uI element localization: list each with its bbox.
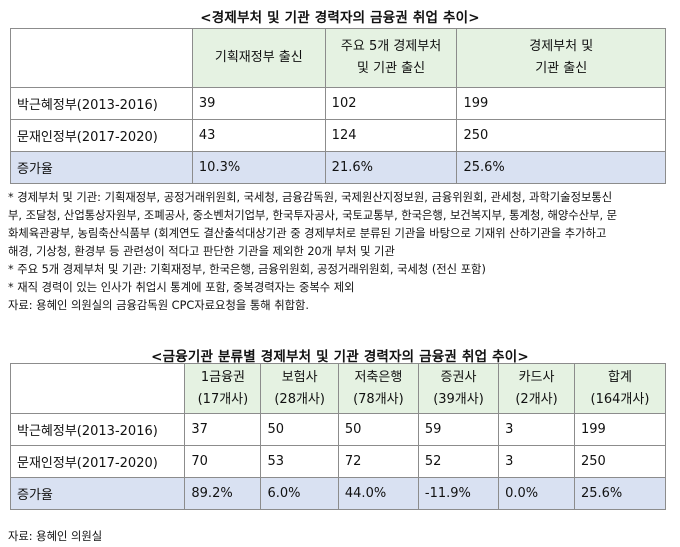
table1-notes: * 경제부처 및 기관: 기획재정부, 공정거래위원회, 국세청, 금융감독원,… <box>8 189 672 315</box>
value-cell: 39 <box>191 87 326 120</box>
value-cell: 3 <box>498 413 575 446</box>
header-cell: 주요 5개 경제부처 및 기관 출신 <box>324 28 458 88</box>
value-cell: 37 <box>184 413 262 446</box>
table1-title: <경제부처 및 기관 경력자의 금융권 취업 추이> <box>200 10 480 26</box>
table1: 기획재정부 출신 주요 5개 경제부처 및 기관 출신 경제부처 및 기관 출신 박근혜정… <box>10 28 666 184</box>
value-cell: 89.2% <box>184 477 262 510</box>
table-row: 문재인정부(2017-2020) 43 124 250 <box>10 119 666 152</box>
value-cell: 0.0% <box>498 477 575 510</box>
note-line: * 경제부처 및 기관: 기획재정부, 공정거래위원회, 국세청, 금융감독원,… <box>8 191 613 204</box>
table-row: 박근혜정부(2013-2016) 37 50 50 59 3 199 <box>9 413 667 446</box>
value-cell: 102 <box>324 87 458 120</box>
note-line: 부, 조달청, 산업통상자원부, 조폐공사, 중소벤처기업부, 한국투자공사, … <box>8 209 618 222</box>
note-line: 화체육관광부, 농림축산식품부 (회계연도 결산출석대상기관 중 경제부처로 분… <box>8 227 607 240</box>
row-label-cell: 증가율 <box>10 151 193 184</box>
table-row: 문재인정부(2017-2020) 70 53 72 52 3 250 <box>9 445 667 478</box>
header-row: 기획재정부 출신 주요 5개 경제부처 및 기관 출신 경제부처 및 기관 출신 <box>10 28 666 88</box>
value-cell: 250 <box>573 445 667 478</box>
row-label-cell: 문재인정부(2017-2020) <box>10 119 193 152</box>
row-label-cell: 증가율 <box>9 477 186 510</box>
value-cell: 3 <box>498 445 575 478</box>
value-cell: 43 <box>191 119 326 152</box>
value-cell: 44.0% <box>337 477 419 510</box>
value-cell: 53 <box>260 445 339 478</box>
value-cell: 72 <box>337 445 419 478</box>
note-line: * 주요 5개 경제부처 및 기관: 기획재정부, 한국은행, 금융위원회, 공… <box>8 263 486 276</box>
value-cell: -11.9% <box>417 477 500 510</box>
header-cell: 기획재정부 출신 <box>191 28 326 88</box>
table-row: 박근혜정부(2013-2016) 39 102 199 <box>10 87 666 120</box>
value-cell: 124 <box>324 119 458 152</box>
header-row: 1금융권 (17개사) 보험사 (28개사) 저축은행 (78개사) 증권사 (39개사) 카드… <box>9 363 667 414</box>
table2-source: 자료: 용혜인 의원실 <box>8 530 103 543</box>
note-line: * 재직 경력이 있는 인사가 취업시 통계에 포함, 중복경력자는 중복수 제… <box>8 281 355 294</box>
value-cell: 21.6% <box>324 151 458 184</box>
table2: 1금융권 (17개사) 보험사 (28개사) 저축은행 (78개사) 증권사 (39개사) 카드… <box>9 363 667 510</box>
table2-title: <금융기관 분류별 경제부처 및 기관 경력자의 금융권 취업 추이> <box>151 349 529 365</box>
value-cell: 70 <box>184 445 262 478</box>
header-cell: 1금융권 (17개사) <box>184 363 262 414</box>
value-cell: 250 <box>456 119 666 152</box>
value-cell: 199 <box>573 413 667 446</box>
header-cell: 카드사 (2개사) <box>498 363 575 414</box>
value-cell: 50 <box>337 413 419 446</box>
header-corner-cell <box>9 363 186 414</box>
value-cell: 10.3% <box>191 151 326 184</box>
header-cell: 증권사 (39개사) <box>417 363 500 414</box>
value-cell: 50 <box>260 413 339 446</box>
note-line: 해경, 기상청, 환경부 등 관련성이 적다고 판단한 기관을 제외한 20개 … <box>8 245 395 258</box>
value-cell: 25.6% <box>573 477 667 510</box>
note-line: 자료: 용혜인 의원실의 금융감독원 CPC자료요청을 통해 취합함. <box>8 299 309 312</box>
header-corner-cell <box>10 28 193 88</box>
value-cell: 199 <box>456 87 666 120</box>
growth-rate-row: 증가율 10.3% 21.6% 25.6% <box>10 151 666 184</box>
value-cell: 6.0% <box>260 477 339 510</box>
header-cell: 경제부처 및 기관 출신 <box>456 28 666 88</box>
growth-rate-row: 증가율 89.2% 6.0% 44.0% -11.9% 0.0% 25.6% <box>9 477 667 510</box>
value-cell: 59 <box>417 413 500 446</box>
header-cell: 합계 (164개사) <box>573 363 667 414</box>
header-cell: 저축은행 (78개사) <box>337 363 419 414</box>
value-cell: 52 <box>417 445 500 478</box>
row-label-cell: 문재인정부(2017-2020) <box>9 445 186 478</box>
header-cell: 보험사 (28개사) <box>260 363 339 414</box>
value-cell: 25.6% <box>456 151 666 184</box>
row-label-cell: 박근혜정부(2013-2016) <box>9 413 186 446</box>
row-label-cell: 박근혜정부(2013-2016) <box>10 87 193 120</box>
